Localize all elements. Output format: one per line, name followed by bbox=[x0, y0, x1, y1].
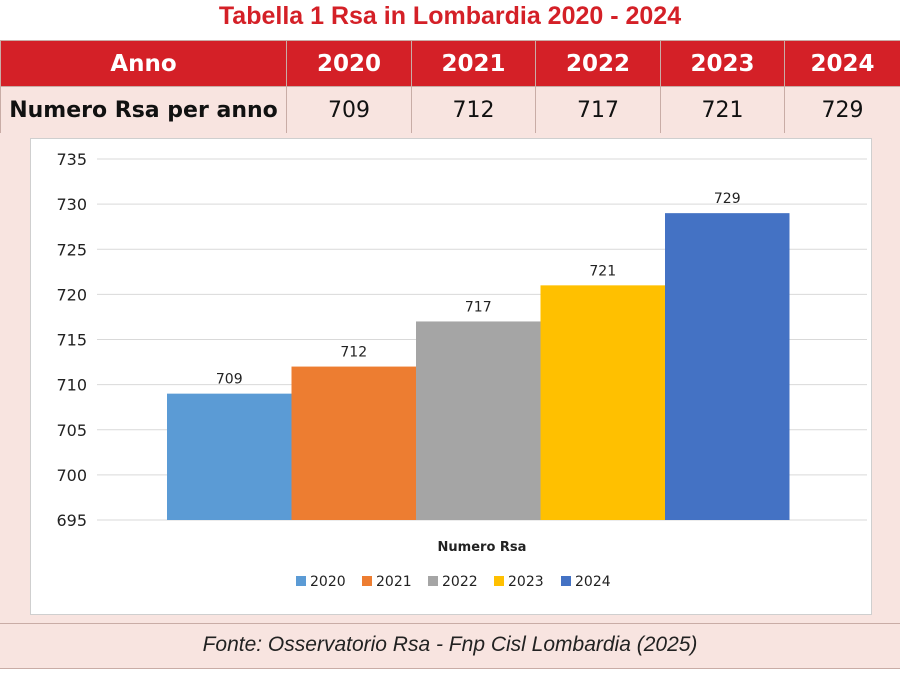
table-values-row: Numero Rsa per anno 709 712 717 721 729 bbox=[0, 86, 900, 135]
x-axis-label: Numero Rsa bbox=[438, 540, 527, 555]
y-tick-label: 735 bbox=[56, 150, 87, 169]
y-tick-label: 720 bbox=[56, 285, 87, 304]
data-label: 721 bbox=[589, 263, 616, 279]
legend-swatch bbox=[362, 576, 372, 586]
value-cell: 717 bbox=[535, 86, 661, 135]
chart-container: 695 700 705 710 715 720 725 730 735 709 712 717 721 7… bbox=[30, 138, 872, 615]
year-cell: 2022 bbox=[535, 40, 661, 87]
y-tick-label: 725 bbox=[56, 240, 87, 259]
table-header-row: Anno 2020 2021 2022 2023 2024 bbox=[0, 40, 900, 87]
legend-entry: 2023 bbox=[508, 574, 544, 590]
bar-2022 bbox=[416, 321, 541, 520]
y-tick-label: 715 bbox=[56, 331, 87, 350]
data-label: 712 bbox=[340, 345, 367, 361]
value-cell: 729 bbox=[784, 86, 900, 135]
y-tick-label: 695 bbox=[56, 511, 87, 530]
header-label-cell: Anno bbox=[0, 40, 287, 87]
legend-entry: 2020 bbox=[310, 574, 346, 590]
bar-2023 bbox=[540, 285, 665, 520]
bar-2021 bbox=[291, 366, 416, 520]
legend-entry: 2021 bbox=[376, 574, 412, 590]
bar-chart: 695 700 705 710 715 720 725 730 735 709 712 717 721 7… bbox=[56, 150, 867, 590]
legend-entry: 2022 bbox=[442, 574, 478, 590]
row-label-cell: Numero Rsa per anno bbox=[0, 86, 287, 135]
bar-2024 bbox=[665, 213, 790, 520]
y-tick-label: 710 bbox=[56, 376, 87, 395]
legend-entry: 2024 bbox=[575, 574, 611, 590]
value-cell: 712 bbox=[411, 86, 536, 135]
legend-swatch bbox=[561, 576, 571, 586]
year-cell: 2021 bbox=[411, 40, 536, 87]
y-tick-label: 700 bbox=[56, 466, 87, 485]
legend-swatch bbox=[428, 576, 438, 586]
data-label: 729 bbox=[714, 191, 741, 207]
bar-2020 bbox=[167, 393, 292, 520]
source-footer: Fonte: Osservatorio Rsa - Fnp Cisl Lomba… bbox=[0, 624, 900, 669]
value-cell: 721 bbox=[660, 86, 785, 135]
y-tick-label: 705 bbox=[56, 421, 87, 440]
data-table: Anno 2020 2021 2022 2023 2024 Numero Rsa… bbox=[0, 40, 900, 135]
year-cell: 2023 bbox=[660, 40, 785, 87]
value-cell: 709 bbox=[286, 86, 412, 135]
legend-swatch bbox=[296, 576, 306, 586]
year-cell: 2024 bbox=[784, 40, 900, 87]
data-label: 709 bbox=[216, 372, 243, 388]
year-cell: 2020 bbox=[286, 40, 412, 87]
legend-swatch bbox=[494, 576, 504, 586]
page-title: Tabella 1 Rsa in Lombardia 2020 - 2024 bbox=[218, 2, 682, 30]
y-tick-label: 730 bbox=[56, 195, 87, 214]
data-label: 717 bbox=[465, 299, 492, 315]
